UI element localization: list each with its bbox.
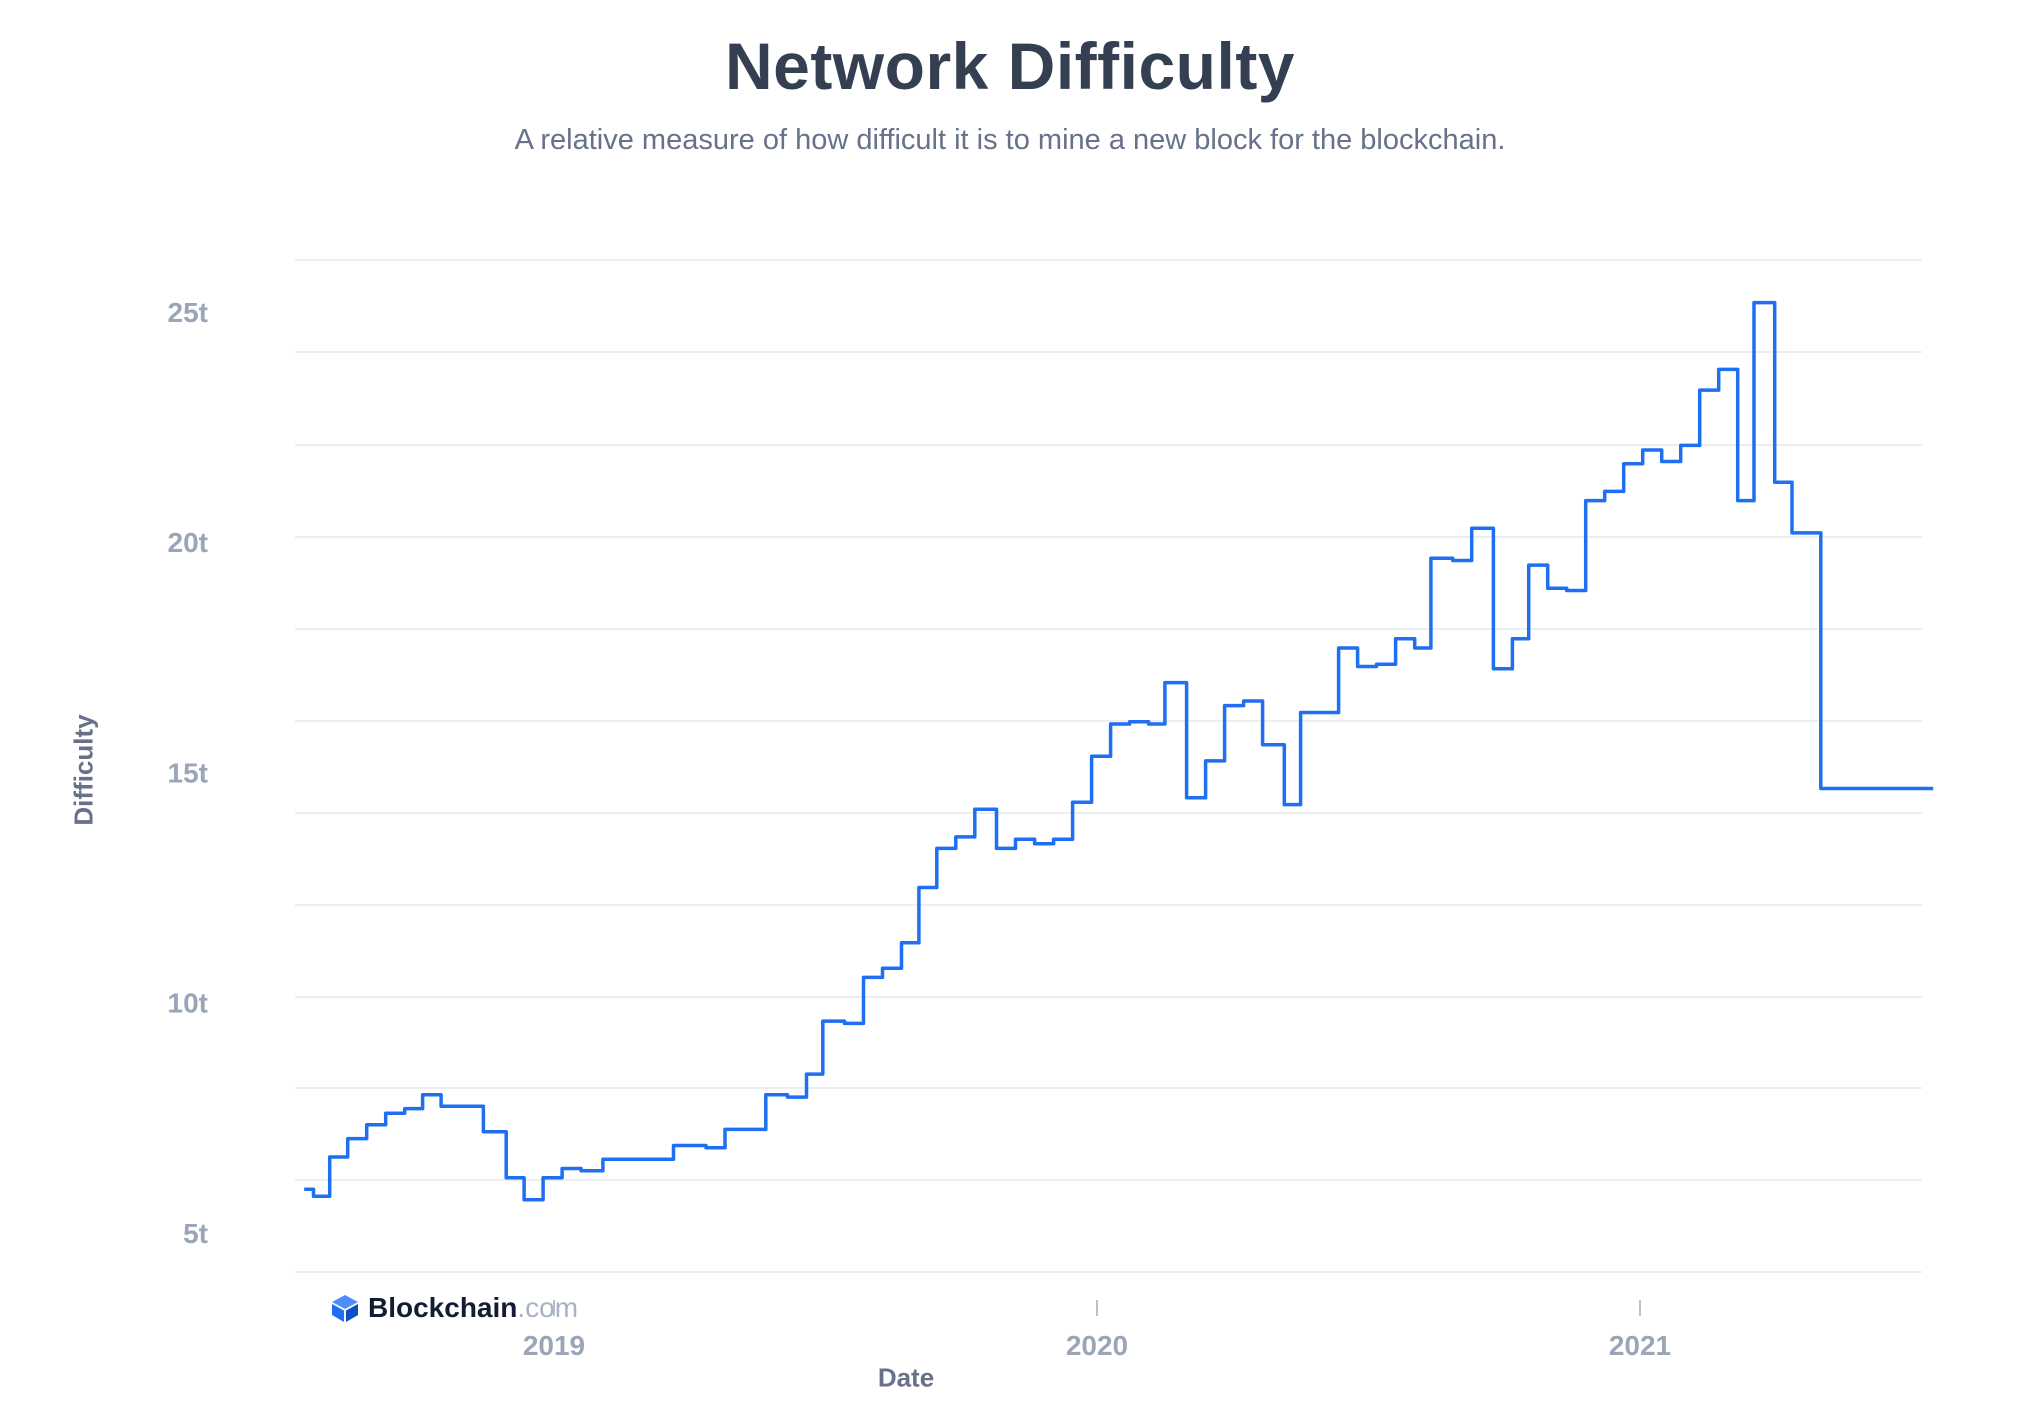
- brand-suffix: .com: [517, 1292, 579, 1323]
- y-tick-label: 25t: [168, 297, 208, 328]
- x-tick-label: 2020: [1066, 1330, 1128, 1361]
- x-tick-label: 2019: [523, 1330, 585, 1361]
- chart-subtitle: A relative measure of how difficult it i…: [514, 124, 1506, 156]
- series-line-network-difficulty: [304, 300, 1934, 1202]
- brand-name: Blockchain: [368, 1292, 518, 1323]
- brand-logo: Blockchain .com: [330, 1292, 578, 1324]
- y-tick-label: 20t: [168, 527, 208, 558]
- series-group: [304, 300, 1934, 1202]
- grid-lines: [295, 259, 1922, 1273]
- x-tick-label: 2021: [1609, 1330, 1671, 1361]
- y-axis: 5t 10t 15t 20t 25t: [168, 297, 208, 1249]
- blockchain-cube-icon: [332, 1295, 358, 1322]
- y-tick-label: 15t: [168, 757, 208, 788]
- chart-title: Network Difficulty: [724, 29, 1296, 103]
- x-axis: 2019 2020 2021: [523, 1300, 1671, 1361]
- y-tick-label: 5t: [183, 1218, 208, 1249]
- y-tick-label: 10t: [168, 988, 208, 1019]
- x-axis-label: Date: [877, 1362, 935, 1393]
- y-axis-label: Difficulty: [68, 714, 99, 826]
